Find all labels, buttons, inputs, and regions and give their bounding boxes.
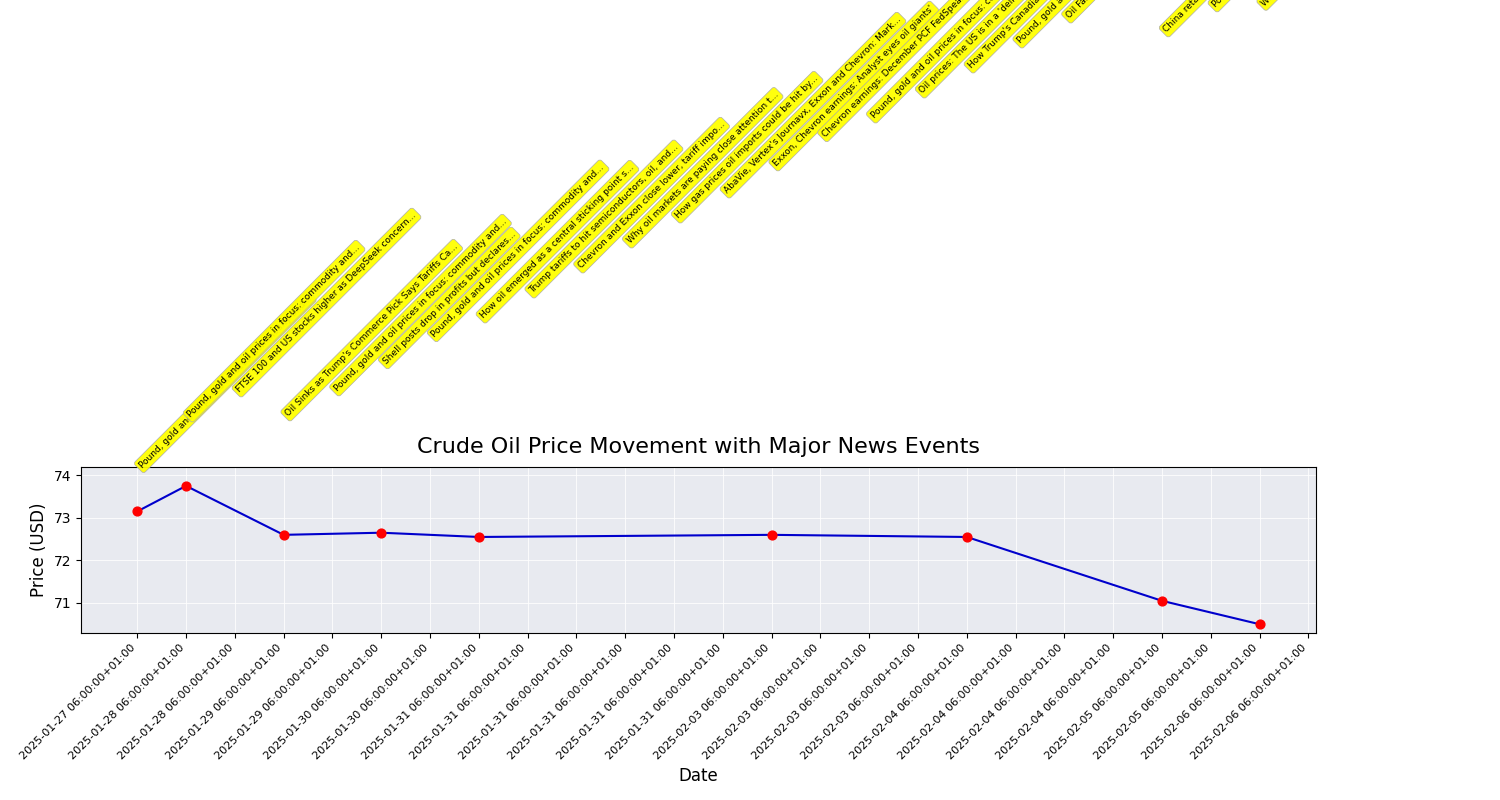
Text: FTSE 100 and US stocks higher as DeepSeek concern...: FTSE 100 and US stocks higher as DeepSee… bbox=[236, 211, 418, 394]
Text: Shell posts drop in profits but declares...: Shell posts drop in profits but declares… bbox=[381, 230, 518, 366]
Point bbox=[1248, 618, 1272, 630]
Text: Oil prices: The US is in a 'delicate dance' with S...: Oil prices: The US is in a 'delicate dan… bbox=[918, 0, 1083, 95]
Text: How oil emerged as a central sticking point s...: How oil emerged as a central sticking po… bbox=[478, 163, 636, 320]
Point bbox=[369, 526, 393, 539]
Text: Oil Falls as Trade War Fallout Concerns Outweigh I...: Oil Falls as Trade War Fallout Concerns … bbox=[1065, 0, 1236, 20]
Point bbox=[1150, 594, 1174, 607]
Text: How gas prices oil imports could be hit by...: How gas prices oil imports could be hit … bbox=[674, 74, 820, 220]
Text: Pound, gold and oil prices in focus: commodity and...: Pound, gold and oil prices in focus: com… bbox=[868, 0, 1046, 120]
Text: Pound, gold and oil prices in focus: commodity and...: Pound, gold and oil prices in focus: com… bbox=[430, 162, 606, 339]
Text: Pound, gold and oil prices in focus: commodity and...: Pound, gold and oil prices in focus: com… bbox=[1016, 0, 1192, 46]
Point bbox=[956, 530, 980, 543]
Text: China retaliates against US with tariffs, antitrus...: China retaliates against US with tariffs… bbox=[1162, 0, 1328, 34]
Text: Chevron earnings: December PCF FedSpeak: What to...: Chevron earnings: December PCF FedSpeak:… bbox=[821, 0, 1004, 139]
Point bbox=[759, 529, 783, 542]
Text: AbaVie, Vertex's Journavx, Exxon and Chevron: Mark...: AbaVie, Vertex's Journavx, Exxon and Che… bbox=[723, 15, 903, 195]
Title: Crude Oil Price Movement with Major News Events: Crude Oil Price Movement with Major News… bbox=[417, 437, 980, 457]
Point bbox=[272, 529, 296, 542]
Text: Pound, gold and oil prices in focus: commodity and...: Pound, gold and oil prices in focus: com… bbox=[186, 243, 362, 419]
Point bbox=[466, 530, 490, 543]
Text: Why supply risk in Russia is causing concern in oi...: Why supply risk in Russia is causing con… bbox=[1260, 0, 1431, 7]
Text: Pound, gold and oil prices in focus: commodity and...: Pound, gold and oil prices in focus: com… bbox=[136, 294, 314, 470]
Point bbox=[124, 505, 148, 518]
Text: Why oil markets are paying close attention t...: Why oil markets are paying close attenti… bbox=[626, 90, 780, 246]
Text: Oil Sinks as Trump's Commerce Pick Says Tariffs Ca...: Oil Sinks as Trump's Commerce Pick Says … bbox=[284, 242, 459, 418]
Text: Chevron and Exxon close lower, tariff impo...: Chevron and Exxon close lower, tariff im… bbox=[576, 120, 726, 270]
Y-axis label: Price (USD): Price (USD) bbox=[30, 502, 48, 597]
Text: Exxon, Chevron earnings: Analyst eyes oil giants': Exxon, Chevron earnings: Analyst eyes oi… bbox=[771, 4, 936, 168]
Text: Trump tariffs to hit semiconductors, oil, and...: Trump tariffs to hit semiconductors, oil… bbox=[528, 142, 680, 295]
X-axis label: Date: Date bbox=[678, 767, 718, 785]
Text: Pound, gold and oil prices in focus: commodity and...: Pound, gold and oil prices in focus: com… bbox=[1210, 0, 1388, 9]
Point bbox=[174, 479, 198, 492]
Text: How Trump's Canadian tariffs could impact gas pric...: How Trump's Canadian tariffs could impac… bbox=[968, 0, 1144, 70]
Text: Pound, gold and oil prices in focus: commodity and...: Pound, gold and oil prices in focus: com… bbox=[333, 217, 508, 393]
